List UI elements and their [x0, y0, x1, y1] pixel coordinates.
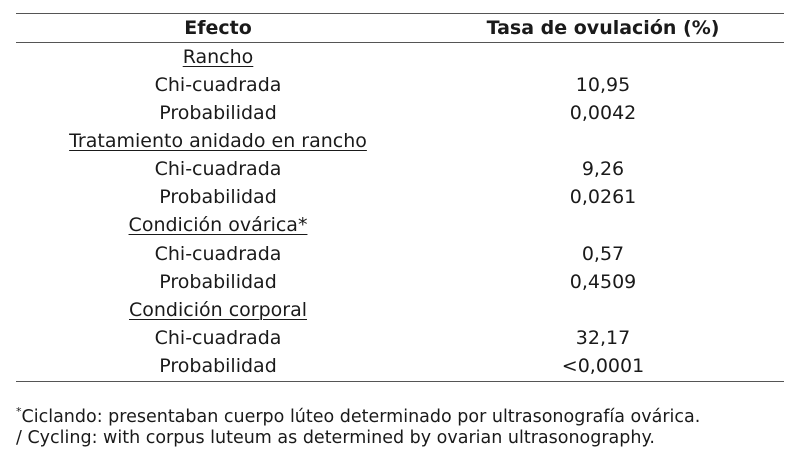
row-stat-label: Probabilidad [159, 186, 277, 208]
row-value: 0,0042 [569, 102, 637, 124]
row-stat-label: Chi-cuadrada [154, 158, 282, 180]
row-value: 0,57 [581, 243, 625, 265]
table-bottom-rule [16, 381, 784, 382]
group-label-rancho: Rancho [182, 46, 254, 68]
footnote-line-spanish: *Ciclando: presentaban cuerpo lúteo dete… [16, 399, 700, 430]
row-value: 0,4509 [569, 271, 637, 293]
row-value: 9,26 [581, 158, 625, 180]
footnote-marker: * [16, 405, 22, 418]
group-label-tratamiento: Tratamiento anidado en rancho [69, 130, 367, 152]
group-label-condicion-ovarica: Condición ovárica* [128, 214, 308, 236]
row-value: 10,95 [575, 74, 631, 96]
table-header-rule [16, 42, 784, 43]
footnote-line-english: / Cycling: with corpus luteum as determi… [16, 425, 655, 451]
row-value: <0,0001 [561, 355, 645, 377]
row-stat-label: Probabilidad [159, 271, 277, 293]
table-top-rule [16, 13, 784, 14]
header-ovulation-rate: Tasa de ovulación (%) [486, 17, 720, 39]
footnote-text-es: Ciclando: presentaban cuerpo lúteo deter… [21, 407, 701, 427]
footnote-text-en: / Cycling: with corpus luteum as determi… [16, 428, 655, 448]
row-stat-label: Chi-cuadrada [154, 74, 282, 96]
row-value: 0,0261 [569, 186, 637, 208]
row-stat-label: Probabilidad [159, 102, 277, 124]
header-effect: Efecto [184, 17, 252, 39]
row-stat-label: Chi-cuadrada [154, 327, 282, 349]
group-label-condicion-corporal: Condición corporal [128, 299, 308, 321]
row-stat-label: Probabilidad [159, 355, 277, 377]
row-value: 32,17 [575, 327, 631, 349]
row-stat-label: Chi-cuadrada [154, 243, 282, 265]
